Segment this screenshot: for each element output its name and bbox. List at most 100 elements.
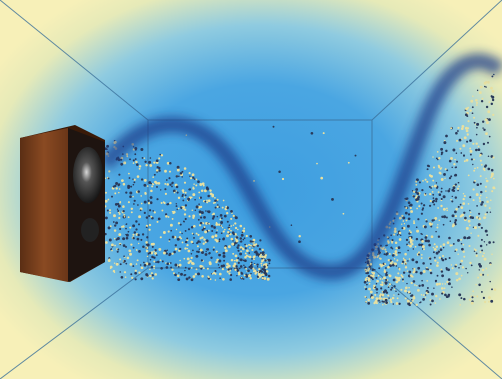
particle: [402, 216, 405, 219]
particle: [387, 295, 389, 297]
particle: [174, 264, 177, 267]
particle: [244, 237, 246, 239]
particle: [172, 212, 174, 214]
particle: [129, 192, 132, 195]
particle: [184, 247, 186, 249]
particle: [449, 244, 451, 246]
particle: [195, 184, 197, 186]
particle: [196, 233, 198, 235]
particle: [215, 223, 218, 226]
particle: [261, 258, 263, 260]
particle: [247, 269, 250, 272]
particle: [405, 198, 408, 201]
particle: [123, 255, 125, 257]
particle: [462, 250, 464, 252]
particle: [482, 269, 485, 272]
particle: [480, 160, 482, 162]
particle: [479, 197, 481, 199]
particle: [228, 268, 230, 270]
particle: [110, 266, 113, 269]
particle: [490, 176, 492, 178]
particle: [411, 299, 412, 300]
particle: [213, 226, 216, 229]
particle: [216, 240, 219, 243]
particle: [149, 209, 151, 211]
particle: [129, 177, 131, 179]
particle: [161, 210, 163, 212]
particle: [436, 226, 438, 228]
particle: [452, 214, 455, 217]
particle: [207, 276, 209, 278]
particle: [449, 177, 451, 179]
particle: [425, 239, 428, 242]
particle: [213, 249, 215, 251]
particle: [180, 238, 182, 240]
particle: [264, 269, 266, 271]
particle: [204, 201, 206, 203]
particle: [376, 288, 379, 291]
particle: [228, 228, 230, 230]
particle: [113, 221, 115, 223]
particle: [410, 271, 411, 272]
particle: [140, 264, 142, 266]
particle: [152, 184, 154, 186]
particle: [131, 277, 133, 279]
particle: [219, 277, 221, 279]
particle: [166, 252, 168, 254]
particle: [259, 248, 261, 250]
particle: [485, 118, 488, 121]
particle: [219, 267, 221, 269]
particle: [372, 272, 375, 275]
particle: [485, 230, 488, 233]
particle: [460, 297, 462, 299]
particle: [147, 244, 150, 247]
particle: [429, 258, 431, 260]
particle: [376, 280, 379, 283]
particle: [456, 161, 458, 163]
particle: [147, 200, 149, 202]
particle: [219, 273, 222, 276]
particle: [445, 168, 447, 170]
particle: [452, 196, 453, 197]
particle: [323, 132, 325, 134]
particle: [439, 172, 441, 174]
particle: [392, 297, 395, 300]
particle: [240, 265, 243, 268]
particle: [192, 174, 193, 175]
particle: [482, 121, 484, 123]
particle: [455, 183, 457, 185]
particle: [151, 251, 154, 254]
particle: [189, 172, 191, 174]
particle: [425, 236, 428, 239]
particle: [215, 270, 217, 272]
particle: [383, 301, 385, 303]
particle: [489, 207, 491, 209]
particle: [215, 207, 217, 209]
particle: [206, 188, 209, 191]
particle: [222, 264, 225, 267]
particle: [200, 217, 202, 219]
particle: [481, 239, 483, 241]
particle: [230, 230, 232, 232]
particle: [454, 175, 456, 177]
particle: [474, 122, 476, 124]
particle: [119, 188, 121, 190]
particle: [198, 219, 200, 221]
particle: [206, 248, 208, 250]
particle: [399, 252, 401, 254]
particle: [192, 177, 194, 179]
particle: [177, 169, 180, 172]
particle: [193, 237, 195, 239]
particle: [474, 249, 476, 251]
particle: [145, 247, 146, 248]
particle: [149, 274, 152, 277]
particle: [137, 204, 139, 206]
particle: [181, 233, 182, 234]
particle: [481, 249, 483, 251]
particle: [416, 230, 419, 233]
particle: [140, 195, 142, 197]
particle: [186, 238, 188, 240]
particle: [429, 269, 432, 272]
particle: [469, 139, 472, 142]
particle: [474, 226, 477, 229]
